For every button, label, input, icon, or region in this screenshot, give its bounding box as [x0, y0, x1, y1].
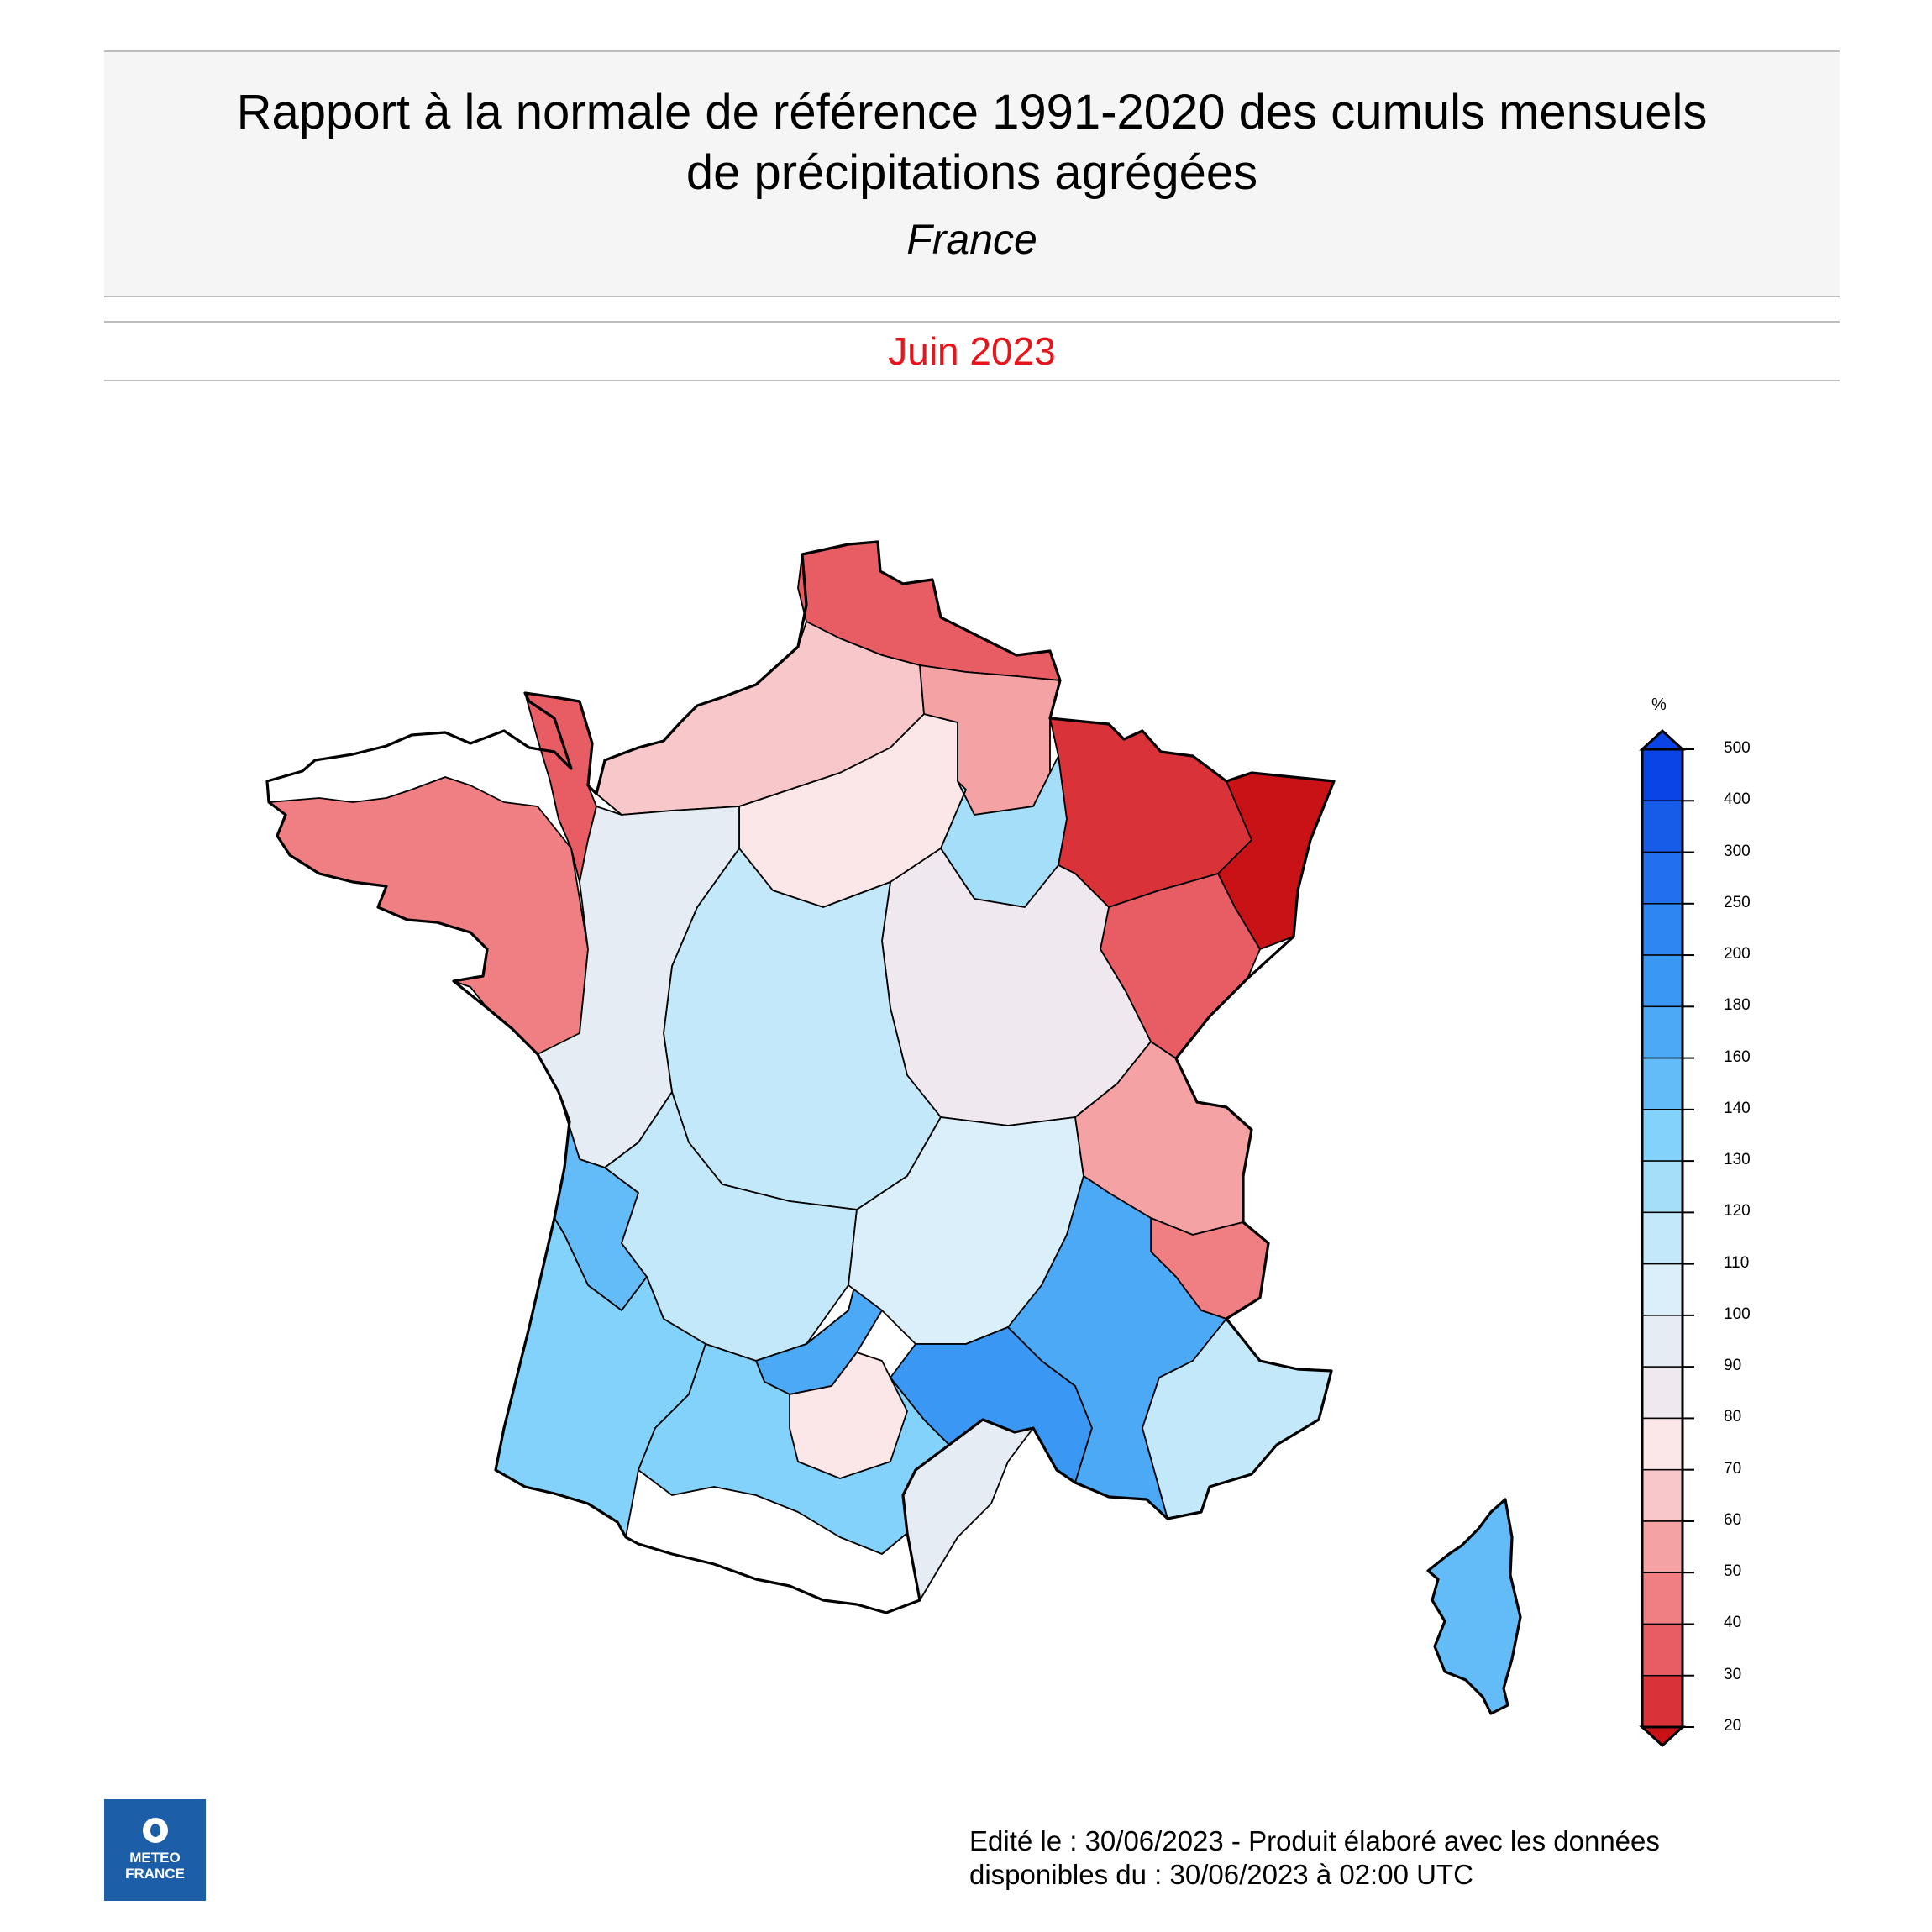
legend-overflow-low [1639, 1725, 1686, 1748]
legend-band [1641, 1674, 1683, 1728]
period-label: Juin 2023 [888, 329, 1056, 373]
map-region-bretagne-ouest [268, 776, 589, 1084]
edition-footer: Edité le : 30/06/2023 - Produit élaboré … [969, 1824, 1660, 1892]
legend-label: 50 [1724, 1562, 1742, 1581]
title-panel: Rapport à la normale de référence 1991-2… [104, 50, 1840, 297]
legend-overflow-high [1639, 728, 1686, 751]
legend-label: 130 [1724, 1151, 1751, 1169]
legend-band [1641, 1057, 1683, 1110]
legend-label: 500 [1724, 739, 1751, 757]
title-line-2: de précipitations agrégées [685, 145, 1258, 200]
legend-label: 90 [1724, 1357, 1742, 1375]
footer-line-1: Edité le : 30/06/2023 - Produit élaboré … [969, 1825, 1660, 1856]
map-subtitle: France [906, 216, 1037, 263]
legend-band [1641, 1109, 1683, 1162]
title-line-1: Rapport à la normale de référence 1991-2… [236, 85, 1708, 139]
map-region-poitou-limousin [604, 1091, 858, 1362]
legend-band [1641, 851, 1683, 905]
legend-label: 80 [1724, 1408, 1742, 1426]
legend-band [1641, 1468, 1683, 1522]
legend-label: 100 [1724, 1305, 1751, 1323]
legend-band [1641, 954, 1683, 1008]
mainland-outline [265, 540, 1336, 1614]
legend-band [1641, 748, 1683, 802]
map-outline [265, 540, 1522, 1715]
legend-band [1641, 1366, 1683, 1420]
legend-label: 140 [1724, 1099, 1751, 1117]
legend-label: 60 [1724, 1510, 1742, 1529]
legend-label: 180 [1724, 996, 1751, 1015]
legend-band [1641, 1572, 1683, 1625]
meteo-france-logo-icon [142, 1818, 168, 1843]
legend-band [1641, 1315, 1683, 1368]
legend-band [1641, 1160, 1683, 1214]
legend-band [1641, 1211, 1683, 1265]
legend-label: 400 [1724, 790, 1751, 809]
legend-label: 300 [1724, 842, 1751, 860]
legend-band [1641, 1520, 1683, 1573]
logo-line-1: METEO [129, 1850, 181, 1866]
meteo-france-logo: METEO FRANCE [104, 1799, 206, 1901]
legend-band [1641, 1005, 1683, 1059]
legend-band [1641, 1263, 1683, 1316]
legend-label: 120 [1724, 1202, 1751, 1221]
legend-band [1641, 1623, 1683, 1677]
legend-band [1641, 903, 1683, 956]
legend-band [1641, 800, 1683, 853]
map-region-aveyron [789, 1352, 908, 1479]
legend-label: 40 [1724, 1614, 1742, 1632]
legend-label: 110 [1724, 1253, 1750, 1272]
logo-line-2: FRANCE [125, 1866, 185, 1882]
legend-colorbar [1639, 728, 1694, 1748]
legend-label: 70 [1724, 1459, 1742, 1478]
map-regions [268, 541, 1521, 1714]
footer-line-2: disponibles du : 30/06/2023 à 02:00 UTC [969, 1859, 1473, 1890]
legend-unit: % [1651, 696, 1667, 714]
corsica-outline [1426, 1498, 1522, 1715]
legend-label: 20 [1724, 1717, 1742, 1735]
map-title: Rapport à la normale de référence 1991-2… [104, 82, 1840, 203]
legend-label: 30 [1724, 1665, 1742, 1683]
legend-frame [1641, 748, 1684, 1729]
legend-band [1641, 1417, 1683, 1471]
period-band: Juin 2023 [104, 321, 1840, 381]
legend-label: 160 [1724, 1047, 1751, 1066]
legend-label: 250 [1724, 893, 1751, 911]
legend-label: 200 [1724, 945, 1751, 963]
